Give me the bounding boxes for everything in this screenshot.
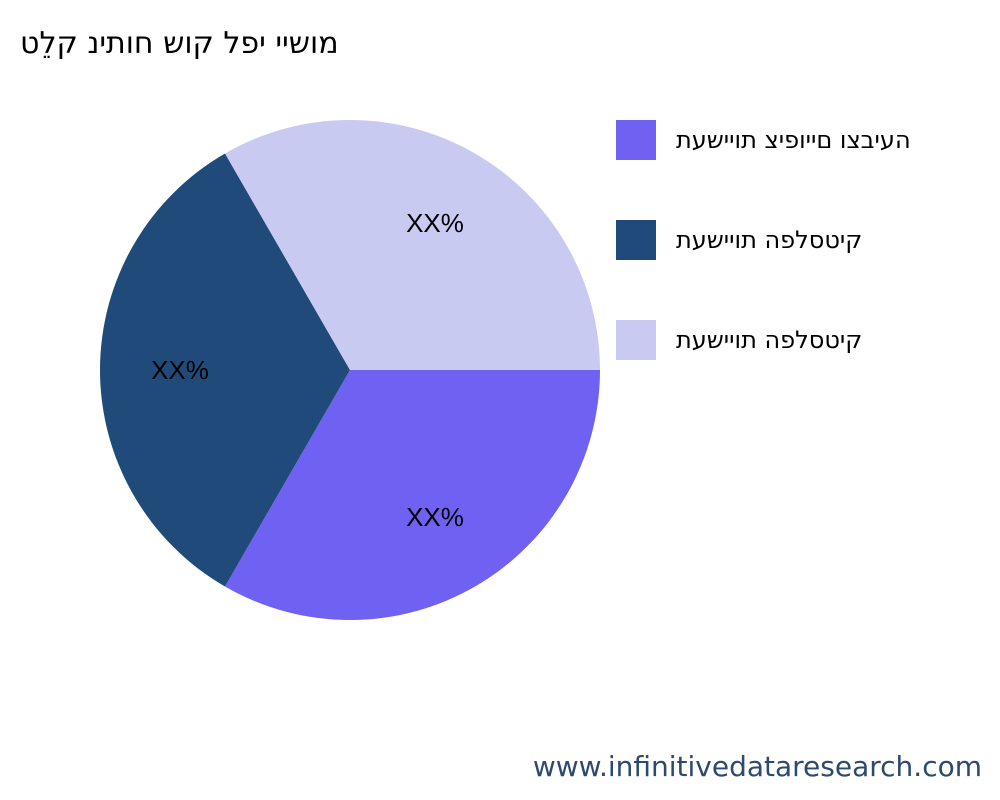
pie-slice [225, 119, 600, 370]
slice-value-label: XX% [151, 355, 209, 385]
legend-swatch [616, 320, 656, 360]
legend-swatch [616, 120, 656, 160]
slice-value-label: XX% [406, 502, 464, 532]
legend-item: קיטסלפה תויישעת [616, 320, 1000, 420]
legend-swatch [616, 220, 656, 260]
slice-value-label: XX% [406, 208, 464, 238]
watermark: www.infinitivedataresearch.com [532, 750, 982, 783]
legend: העיבצו םייופיצ תויישעת קיטסלפה תויישעת ק… [616, 120, 1000, 420]
chart-title: מושיי יפל קוש חותינ קלֵט [20, 26, 339, 61]
legend-item: קיטסלפה תויישעת [616, 220, 1000, 320]
legend-label: העיבצו םייופיצ תויישעת [676, 126, 911, 154]
legend-label: קיטסלפה תויישעת [676, 226, 863, 254]
legend-item: העיבצו םייופיצ תויישעת [616, 120, 1000, 220]
legend-label: קיטסלפה תויישעת [676, 326, 863, 354]
pie-slice [225, 370, 600, 620]
